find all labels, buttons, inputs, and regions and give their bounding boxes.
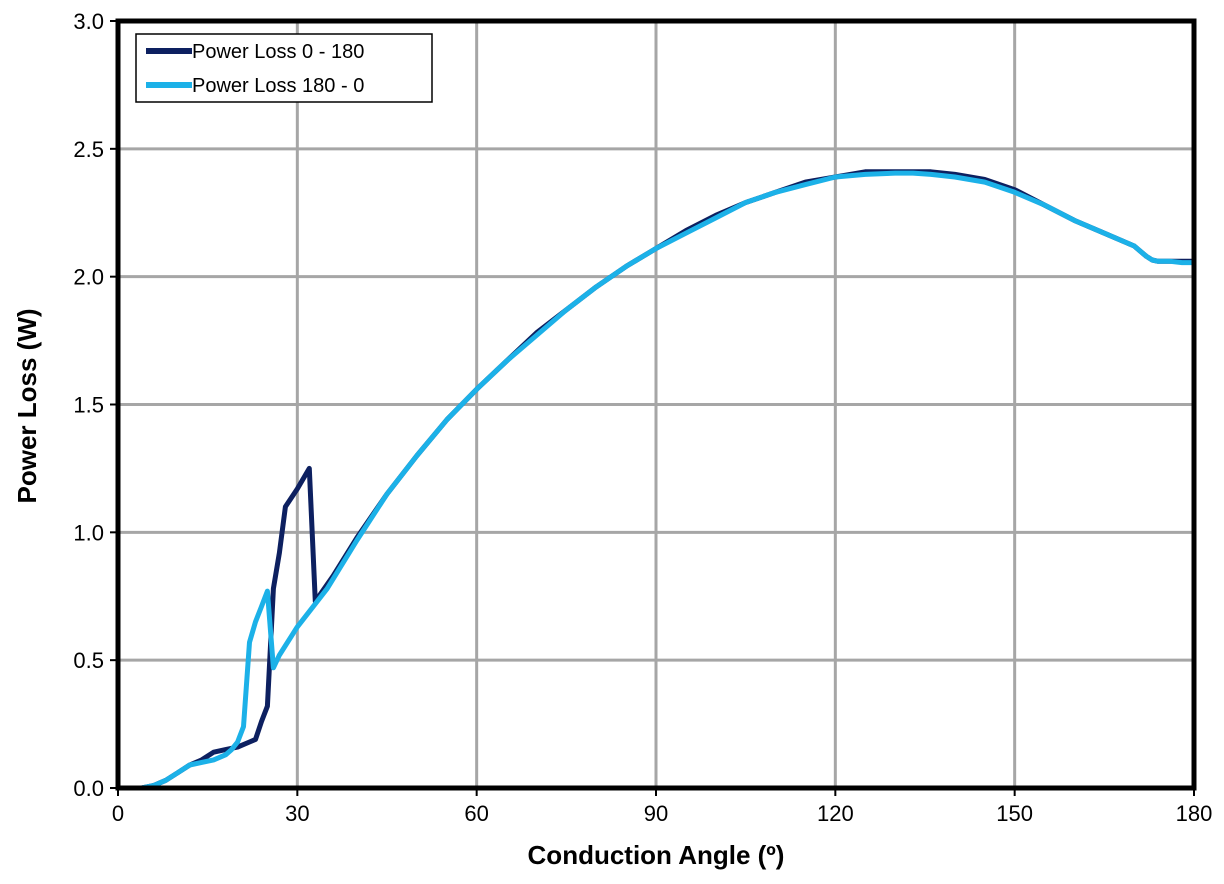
y-tick-label: 0.0	[73, 776, 104, 801]
y-axis-title: Power Loss (W)	[12, 308, 42, 503]
x-tick-label: 180	[1176, 801, 1213, 826]
x-tick-label: 30	[285, 801, 309, 826]
y-tick-label: 2.5	[73, 137, 104, 162]
x-tick-label: 90	[644, 801, 668, 826]
y-tick-label: 2.0	[73, 265, 104, 290]
legend-box	[135, 33, 433, 103]
series-line-2	[115, 170, 1197, 791]
legend: Power Loss 0 - 180 Power Loss 180 - 0	[135, 33, 433, 103]
y-axis-ticks: 0.0 0.5 1.0 1.5 2.0 2.5 3.0	[73, 9, 118, 801]
x-axis-title: Conduction Angle (º)	[528, 840, 785, 870]
y-tick-label: 0.5	[73, 648, 104, 673]
x-tick-label: 0	[112, 801, 124, 826]
x-tick-label: 120	[817, 801, 854, 826]
y-tick-label: 1.0	[73, 520, 104, 545]
x-axis-ticks: 0 30 60 90 120 150 180	[112, 788, 1212, 826]
series-layer	[115, 169, 1197, 791]
y-tick-label: 3.0	[73, 9, 104, 34]
y-tick-label: 1.5	[73, 393, 104, 418]
x-tick-label: 150	[996, 801, 1033, 826]
legend-label-series-1: Power Loss 0 - 180	[192, 41, 364, 63]
legend-label-series-2: Power Loss 180 - 0	[192, 75, 364, 97]
x-tick-label: 60	[464, 801, 488, 826]
